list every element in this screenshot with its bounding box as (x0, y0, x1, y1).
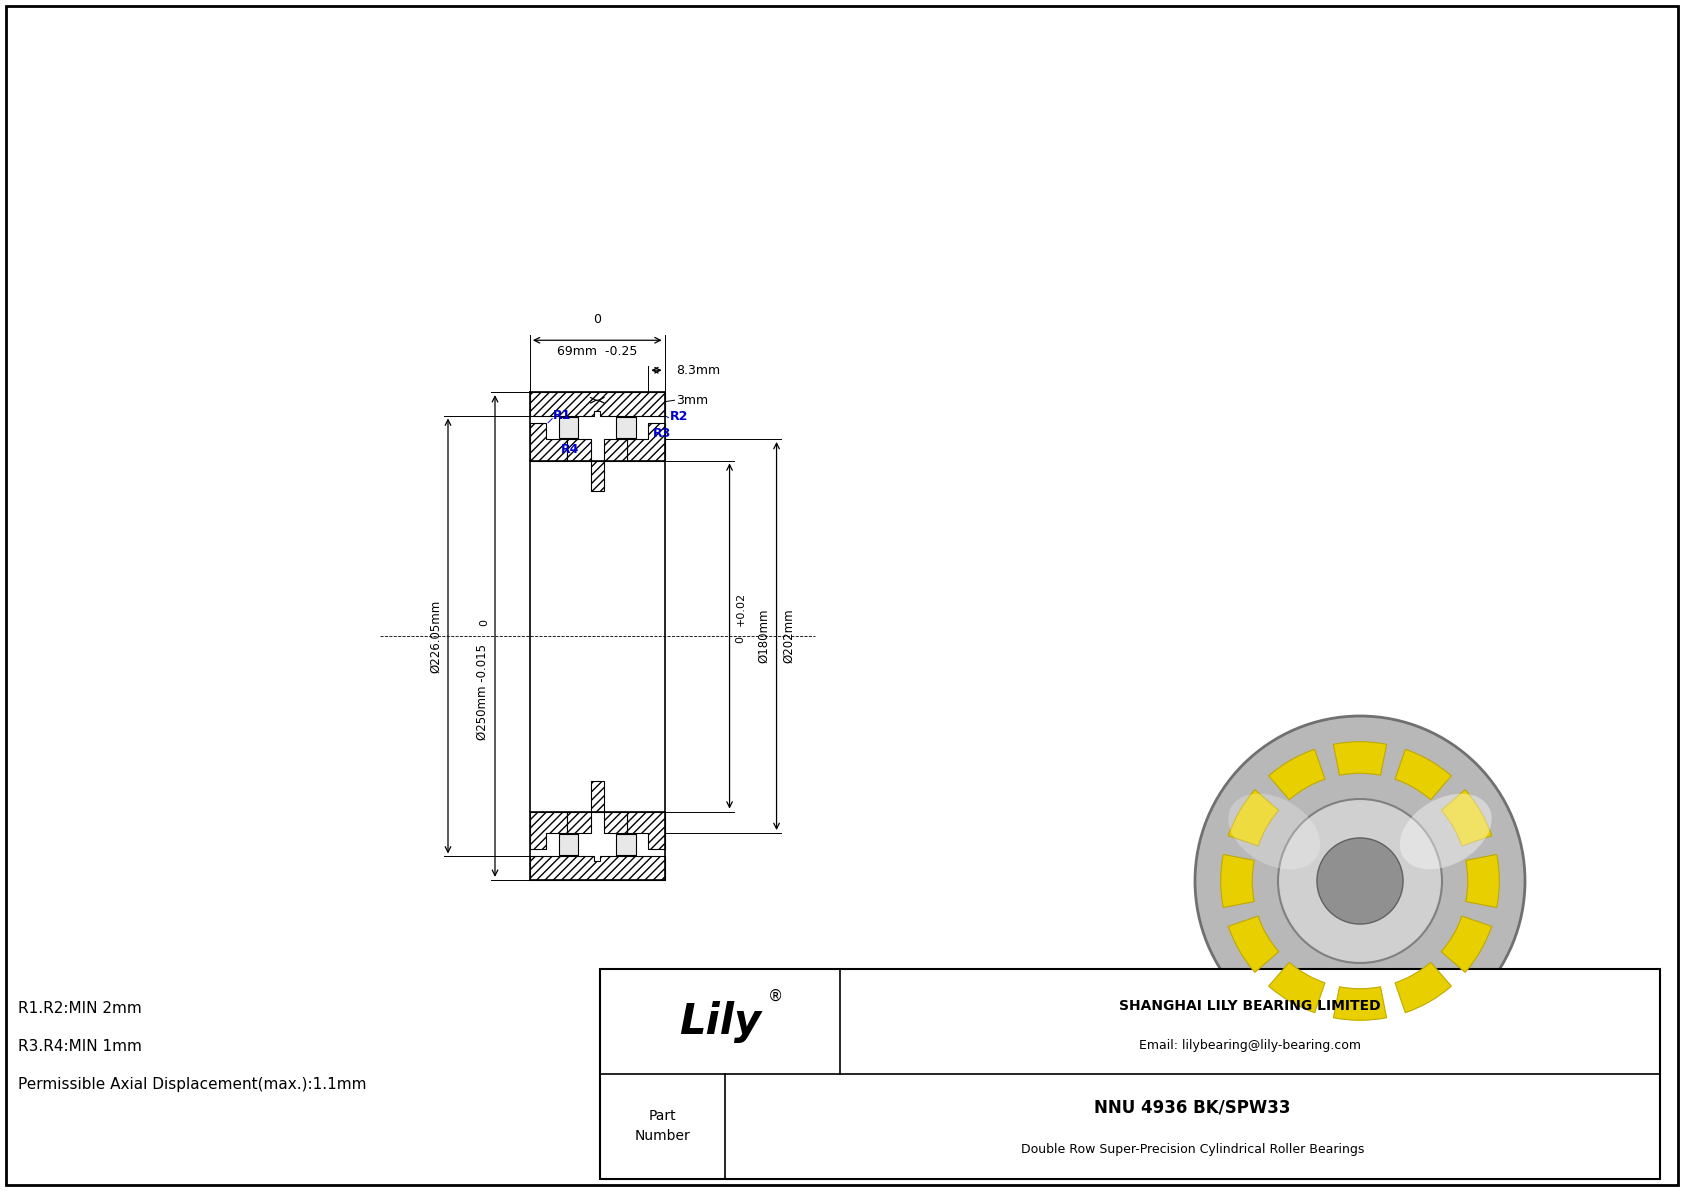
Text: NNU 4936 BK/SPW33: NNU 4936 BK/SPW33 (1095, 1098, 1290, 1116)
Text: Ø250mm -0.015: Ø250mm -0.015 (477, 644, 488, 740)
Text: Email: lilybearing@lily-bearing.com: Email: lilybearing@lily-bearing.com (1138, 1040, 1361, 1053)
Text: Ø226.05mm: Ø226.05mm (429, 599, 441, 673)
Text: R3: R3 (653, 428, 672, 439)
Bar (559, 417, 578, 438)
Polygon shape (568, 439, 591, 461)
Ellipse shape (1317, 838, 1403, 924)
Text: R2: R2 (670, 410, 689, 423)
Text: Ø180mm: Ø180mm (758, 609, 771, 663)
Ellipse shape (1196, 716, 1526, 1046)
Wedge shape (1442, 916, 1492, 972)
Wedge shape (1394, 749, 1452, 799)
Wedge shape (1334, 987, 1386, 1021)
Text: 0: 0 (478, 619, 488, 626)
Text: 0: 0 (593, 313, 601, 326)
Text: 69mm  -0.25: 69mm -0.25 (557, 345, 638, 358)
Text: Double Row Super-Precision Cylindrical Roller Bearings: Double Row Super-Precision Cylindrical R… (1021, 1142, 1364, 1155)
Text: R1.R2:MIN 2mm: R1.R2:MIN 2mm (19, 1000, 141, 1016)
Ellipse shape (1399, 793, 1492, 869)
Polygon shape (603, 439, 628, 461)
Polygon shape (568, 811, 591, 833)
Polygon shape (603, 811, 628, 833)
Text: 3mm: 3mm (677, 394, 709, 407)
Polygon shape (530, 856, 665, 880)
Polygon shape (591, 781, 603, 811)
Polygon shape (530, 811, 568, 849)
Text: SHANGHAI LILY BEARING LIMITED: SHANGHAI LILY BEARING LIMITED (1120, 999, 1381, 1014)
Text: Permissible Axial Displacement(max.):1.1mm: Permissible Axial Displacement(max.):1.1… (19, 1077, 367, 1092)
Ellipse shape (1278, 799, 1442, 964)
Text: +0.02: +0.02 (736, 592, 746, 626)
Text: 8.3mm: 8.3mm (677, 363, 721, 376)
Wedge shape (1228, 916, 1278, 972)
Text: ®: ® (768, 989, 783, 1004)
Polygon shape (530, 392, 665, 416)
Text: R1: R1 (552, 409, 571, 422)
Text: R3.R4:MIN 1mm: R3.R4:MIN 1mm (19, 1039, 141, 1054)
Text: 0: 0 (736, 636, 746, 643)
Wedge shape (1465, 854, 1499, 908)
Text: R4: R4 (561, 443, 579, 456)
Wedge shape (1334, 742, 1386, 775)
Wedge shape (1442, 790, 1492, 846)
Wedge shape (1221, 854, 1255, 908)
Polygon shape (628, 811, 665, 849)
Bar (616, 417, 635, 438)
Text: Ø202mm: Ø202mm (783, 609, 795, 663)
Wedge shape (1228, 790, 1278, 846)
Polygon shape (591, 461, 603, 491)
Polygon shape (530, 423, 568, 461)
Wedge shape (1394, 962, 1452, 1012)
Text: Lily: Lily (679, 1000, 761, 1043)
Bar (616, 834, 635, 855)
Text: Part
Number: Part Number (635, 1109, 690, 1142)
Ellipse shape (1228, 793, 1320, 869)
Polygon shape (628, 423, 665, 461)
Wedge shape (1268, 749, 1325, 799)
Wedge shape (1268, 962, 1325, 1012)
Bar (559, 834, 578, 855)
Bar (600, 969, 1660, 1179)
